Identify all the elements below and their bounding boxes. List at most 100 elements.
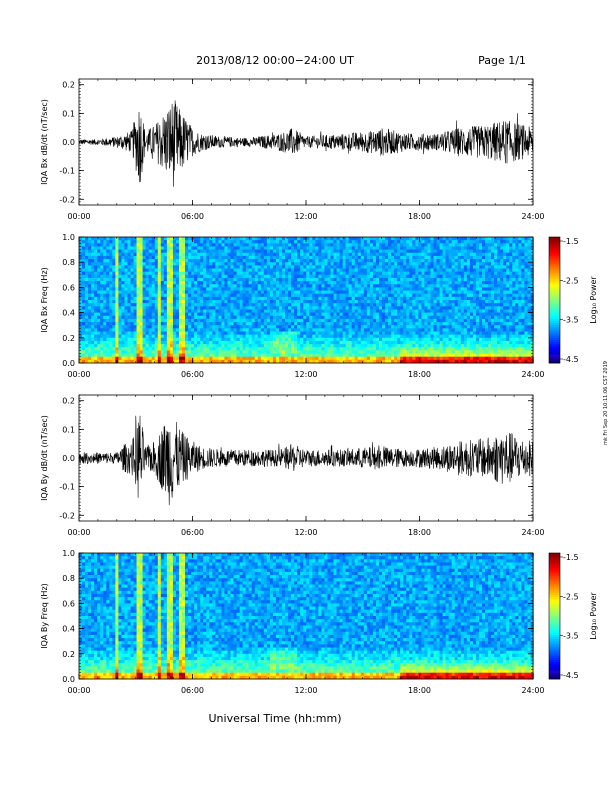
spectrogram-cell (172, 303, 177, 307)
spectrogram-cell (412, 255, 416, 260)
spectrogram-cell (397, 243, 401, 247)
spectrogram-cell (172, 328, 177, 332)
spectrogram-cell (157, 249, 162, 254)
spectrogram-cell (378, 243, 383, 247)
spectrogram-cell (266, 309, 271, 313)
spectrogram-cell (185, 284, 189, 288)
spectrogram-cell (182, 284, 186, 288)
spectrogram-cell (388, 322, 392, 326)
spectrogram-cell (309, 268, 313, 272)
spectrogram-cell (382, 306, 386, 310)
spectrogram-cell (409, 255, 413, 260)
spectrogram-cell (118, 359, 122, 364)
spectrogram-cell (224, 300, 228, 304)
spectrogram-cell (282, 252, 286, 257)
spectrogram-cell (275, 296, 280, 301)
spectrogram-cell (342, 262, 346, 266)
spectrogram-cell (148, 243, 153, 247)
spectrogram-cell (278, 337, 283, 342)
spectrogram-cell (221, 356, 225, 361)
spectrogram-cell (133, 274, 137, 279)
spectrogram-cell (369, 284, 374, 288)
spectrogram-cell (288, 249, 292, 254)
spectrogram-cell (403, 312, 407, 317)
spectrogram-cell (112, 246, 116, 250)
spectrogram-cell (324, 249, 328, 254)
spectrogram-cell (106, 271, 110, 276)
spectrogram-cell (139, 347, 143, 351)
spectrogram-cell (278, 252, 283, 257)
spectrogram-cell (275, 303, 280, 307)
spectrogram-cell (275, 237, 280, 241)
spectrogram-cell (185, 237, 189, 241)
spectrogram-cell (378, 300, 383, 304)
spectrogram-cell (369, 303, 374, 307)
spectrogram-cell (94, 318, 98, 323)
spectrogram-cell (260, 268, 265, 272)
spectrogram-cell (233, 340, 237, 345)
spectrogram-cell (318, 284, 322, 288)
spectrogram-cell (360, 347, 365, 351)
spectrogram-cell (421, 356, 425, 361)
spectrogram-cell (427, 246, 431, 250)
spectrogram-cell (136, 259, 140, 263)
spectrogram-cell (200, 356, 204, 361)
spectrogram-cell (394, 303, 398, 307)
spectrogram-cell (288, 303, 292, 307)
spectrogram-cell (385, 356, 389, 361)
spectrogram-cell (309, 337, 313, 342)
spectrogram-cell (251, 249, 256, 254)
spectrogram-cell (194, 331, 198, 335)
spectrogram-cell (348, 290, 352, 294)
spectrogram-cell (163, 306, 168, 310)
spectrogram-cell (348, 353, 352, 357)
spectrogram-cell (130, 249, 134, 254)
spectrogram-cell (351, 318, 356, 323)
spectrogram-cell (303, 237, 307, 241)
spectrogram-cell (345, 344, 349, 348)
spectrogram-cell (145, 334, 149, 339)
spectrogram-cell (418, 347, 422, 351)
spectrogram-cell (315, 303, 319, 307)
spectrogram-cell (121, 249, 125, 254)
spectrogram-cell (421, 331, 425, 335)
spectrogram-cell (157, 284, 162, 288)
spectrogram-cell (342, 359, 346, 364)
spectrogram-cell (266, 243, 271, 247)
spectrogram-cell (197, 344, 201, 348)
spectrogram-cell (103, 334, 107, 339)
spectrogram-cell (224, 356, 228, 361)
spectrogram-cell (254, 353, 259, 357)
spectrogram-cell (382, 249, 386, 254)
spectrogram-cell (363, 246, 368, 250)
spectrogram-cell (345, 281, 349, 285)
spectrogram-cell (172, 306, 177, 310)
spectrogram-cell (157, 281, 162, 285)
spectrogram-cell (188, 312, 192, 317)
spectrogram-cell (391, 353, 395, 357)
spectrogram-cell (112, 325, 116, 329)
spectrogram-cell (227, 350, 231, 354)
spectrogram-cell (82, 252, 86, 257)
spectrogram-cell (409, 268, 413, 272)
spectrogram-cell (321, 356, 325, 361)
spectrogram-cell (124, 284, 128, 288)
spectrogram-cell (151, 240, 156, 244)
spectrogram-cell (342, 268, 346, 272)
spectrogram-cell (248, 350, 253, 354)
spectrogram-cell (182, 281, 186, 285)
spectrogram-cell (345, 262, 349, 266)
spectrogram-cell (342, 281, 346, 285)
spectrogram-cell (430, 271, 434, 276)
spectrogram-cell (257, 312, 262, 317)
spectrogram-cell (127, 290, 131, 294)
spectrogram-cell (185, 262, 189, 266)
spectrogram-cell (321, 306, 325, 310)
spectrogram-cell (378, 315, 383, 320)
spectrogram-cell (248, 277, 253, 282)
spectrogram-cell (369, 309, 374, 313)
spectrogram-cell (333, 243, 337, 247)
spectrogram-cell (242, 331, 246, 335)
spectrogram-cell (109, 268, 113, 272)
spectrogram-cell (215, 359, 219, 364)
